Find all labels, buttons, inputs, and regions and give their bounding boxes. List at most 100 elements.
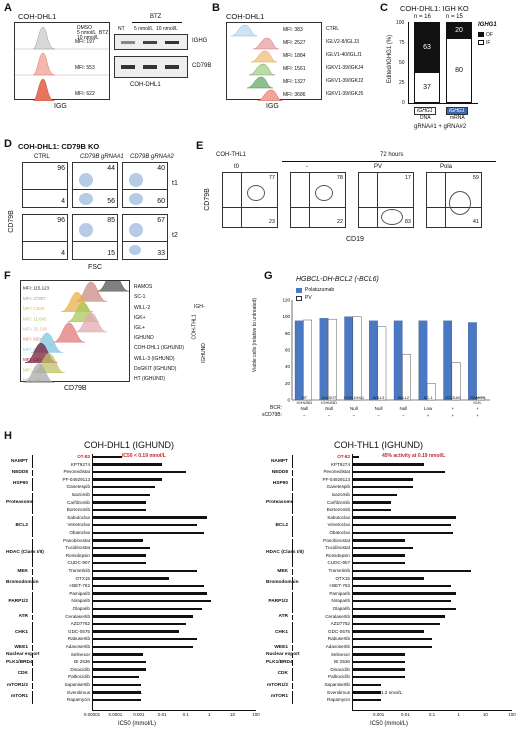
panel-h-right-drug-1: KPT9274 bbox=[330, 461, 350, 467]
panel-h-right-drug-28: Dinaciclib bbox=[330, 666, 350, 672]
panel-h-left-bracket-1 bbox=[32, 470, 33, 476]
panel-d-title: COH-DHL1: CD79B KO bbox=[18, 142, 100, 151]
panel-h-right-bar-3 bbox=[352, 478, 414, 481]
panel-h-right-group-9: ATR bbox=[278, 614, 288, 620]
panel-h-right-xaxis bbox=[352, 710, 512, 711]
panel-g-bcr-6: + bbox=[451, 406, 455, 411]
panel-h-left-bar-9 bbox=[92, 523, 197, 527]
panel-c-legend-swatch-of bbox=[478, 32, 484, 37]
panel-h-left-bracket-16 bbox=[32, 690, 33, 704]
panel-h-right-bar-26 bbox=[352, 653, 406, 656]
panel-h-right-bar-13 bbox=[352, 554, 406, 557]
panel-a-blot-caption: COH-DHL1 bbox=[130, 82, 161, 88]
panel-h-right-bracket-6 bbox=[292, 569, 293, 575]
panel-h-right-bar-32 bbox=[352, 698, 381, 702]
panel-e-col-4: Pola bbox=[440, 164, 453, 170]
panel-h-right-drug-24: Rabusertib bbox=[327, 636, 350, 642]
panel-d-plot-1: 96 4 bbox=[22, 162, 68, 208]
panel-h-right-drug-22: AZD7762 bbox=[330, 621, 350, 627]
panel-h-letter: H bbox=[4, 430, 12, 442]
panel-f-mfi-7: MFI: 120 bbox=[23, 357, 41, 362]
panel-h-right-bottom-note: IC50 < 1.2 nmol/L bbox=[366, 689, 403, 695]
panel-h-left-bracket-12 bbox=[32, 652, 33, 659]
panel-h-right-drug-32: Rapamycin bbox=[327, 697, 350, 703]
panel-h-left-bracket-0 bbox=[32, 455, 33, 469]
panel-h-right-drug-6: Carfilzomib bbox=[327, 499, 350, 505]
panel-g-bcr-4: Null bbox=[399, 406, 408, 411]
panel-g-ytick-120: 120 bbox=[282, 298, 290, 303]
panel-h-left-drug-21: Ceralasertib bbox=[65, 613, 90, 619]
panel-e-q4-top: 59 bbox=[472, 175, 479, 181]
panel-h-left-group-14: CDK bbox=[17, 671, 28, 677]
panel-h-right-drug-31: Everolimus bbox=[327, 689, 350, 695]
panel-h-right-drug-14: CUDC-907 bbox=[327, 560, 350, 566]
panel-h-left-bar-12 bbox=[92, 546, 151, 550]
panel-h-left-group-6: MEK bbox=[17, 568, 28, 574]
panel-h-left-bar-5 bbox=[92, 493, 151, 497]
panel-d-col-1: CTRL bbox=[34, 154, 50, 160]
panel-h-left-group-12: Nuclear export bbox=[6, 652, 40, 658]
panel-c-n-2: n = 15 bbox=[446, 14, 463, 20]
panel-h-right-group-11: WEE1 bbox=[274, 644, 288, 650]
panel-f-label-6: COH-DHL1 (IGHUND) bbox=[134, 345, 184, 352]
panel-h-left-bar-26 bbox=[92, 653, 143, 656]
panel-g-legend-pv: PV bbox=[305, 295, 312, 301]
panel-h-right-drug-9: Venetoclax bbox=[327, 522, 350, 528]
panel-a-legend-3: 10 nmol/L bbox=[77, 35, 99, 41]
panel-h-left-xtick-3: 0.01 bbox=[157, 712, 167, 717]
panel-h-right-drug-4: Ganetespib bbox=[326, 484, 351, 490]
panel-h-left-drug-10: Obatoclax bbox=[69, 530, 90, 535]
panel-e-plot-3: 17 83 bbox=[358, 172, 414, 228]
panel-a-blot-row-2: CD79B bbox=[192, 63, 212, 69]
panel-e-plot-1: 77 23 bbox=[222, 172, 278, 228]
panel-h-left-drug-18: Pamiparib bbox=[69, 590, 90, 596]
panel-h-right-bar-24 bbox=[352, 637, 432, 641]
panel-a-mfi-2: MFI: 553 bbox=[75, 65, 95, 71]
panel-c-footer: gRNA#1 + gRNA#2 bbox=[414, 124, 467, 130]
panel-d-q2-top: 44 bbox=[107, 165, 115, 172]
panel-c-box-mrna: IGHG1 bbox=[446, 107, 468, 115]
panel-g-cat-5: SC-1 bbox=[423, 395, 433, 400]
panel-h-right-bar-11 bbox=[352, 539, 406, 542]
panel-h-left-drug-19: Niraparib bbox=[71, 598, 90, 604]
panel-c-title: COH-DHL1: IGH KO bbox=[400, 4, 469, 13]
panel-h-left-bar-30 bbox=[92, 683, 141, 687]
panel-h-right-drug-17: I-BET-762 bbox=[329, 583, 350, 589]
panel-h-left-drug-26: Selinexor bbox=[70, 651, 90, 657]
panel-g-chart: 0 20 40 60 80 100 120 bbox=[282, 298, 490, 403]
panel-g-bar-pola-7 bbox=[468, 322, 477, 401]
panel-g-ylabel: Viable cells (relative to untreated) bbox=[252, 297, 259, 373]
panel-g-bar-pv-1 bbox=[327, 318, 337, 401]
panel-c-legend-swatch-if bbox=[478, 40, 484, 45]
panel-c-legend-title: IGHG1 bbox=[478, 22, 497, 28]
panel-d-q6-bot: 33 bbox=[157, 250, 165, 257]
panel-g-scd-6: + bbox=[451, 413, 455, 418]
panel-h-left-group-3: Proteasome bbox=[6, 500, 34, 506]
panel-h-right-bracket-2 bbox=[292, 477, 293, 491]
panel-g-scd-5: + bbox=[426, 413, 430, 418]
panel-c-mrna-of: 20 bbox=[447, 23, 471, 39]
panel-h-right-bar-25 bbox=[352, 645, 432, 649]
panel-b-label-5: IGKV1-39/IGKJ2 bbox=[326, 78, 364, 84]
panel-g-ytick-20: 20 bbox=[285, 381, 291, 386]
panel-h-left-yaxis bbox=[92, 454, 93, 710]
panel-e-q2-bot: 22 bbox=[336, 219, 343, 225]
panel-h-left-drug-29: Palbociclib bbox=[68, 674, 90, 680]
panel-h-right-drug-2: Pevonedistat bbox=[323, 469, 350, 475]
panel-g-cat-6: DOGUM bbox=[445, 395, 461, 400]
panel-g-bcr-0: Null bbox=[300, 406, 309, 411]
panel-h-left-bar-3 bbox=[92, 478, 163, 481]
panel-h-right-bracket-14 bbox=[292, 667, 293, 681]
panel-h-right-group-1: NEDD8 bbox=[271, 470, 288, 475]
panel-c-ytick-50: 50 bbox=[399, 60, 405, 66]
panel-e-col-2: - bbox=[306, 164, 308, 170]
panel-b-title: COH-DHL1 bbox=[226, 12, 265, 21]
panel-h-right-group-6: MEK bbox=[277, 568, 288, 574]
panel-e-letter: E bbox=[196, 140, 204, 152]
panel-e-ylabel: CD79B bbox=[203, 188, 211, 211]
panel-h-left-bar-16 bbox=[92, 577, 170, 580]
panel-h-left-xtick-5: 1 bbox=[207, 712, 211, 717]
panel-h-left-bracket-7 bbox=[32, 576, 33, 590]
panel-h-left-bottom-note: IC50 < 1.2 nmol/L bbox=[106, 689, 143, 695]
panel-h-left-drug-9: Venetoclax bbox=[67, 522, 90, 528]
